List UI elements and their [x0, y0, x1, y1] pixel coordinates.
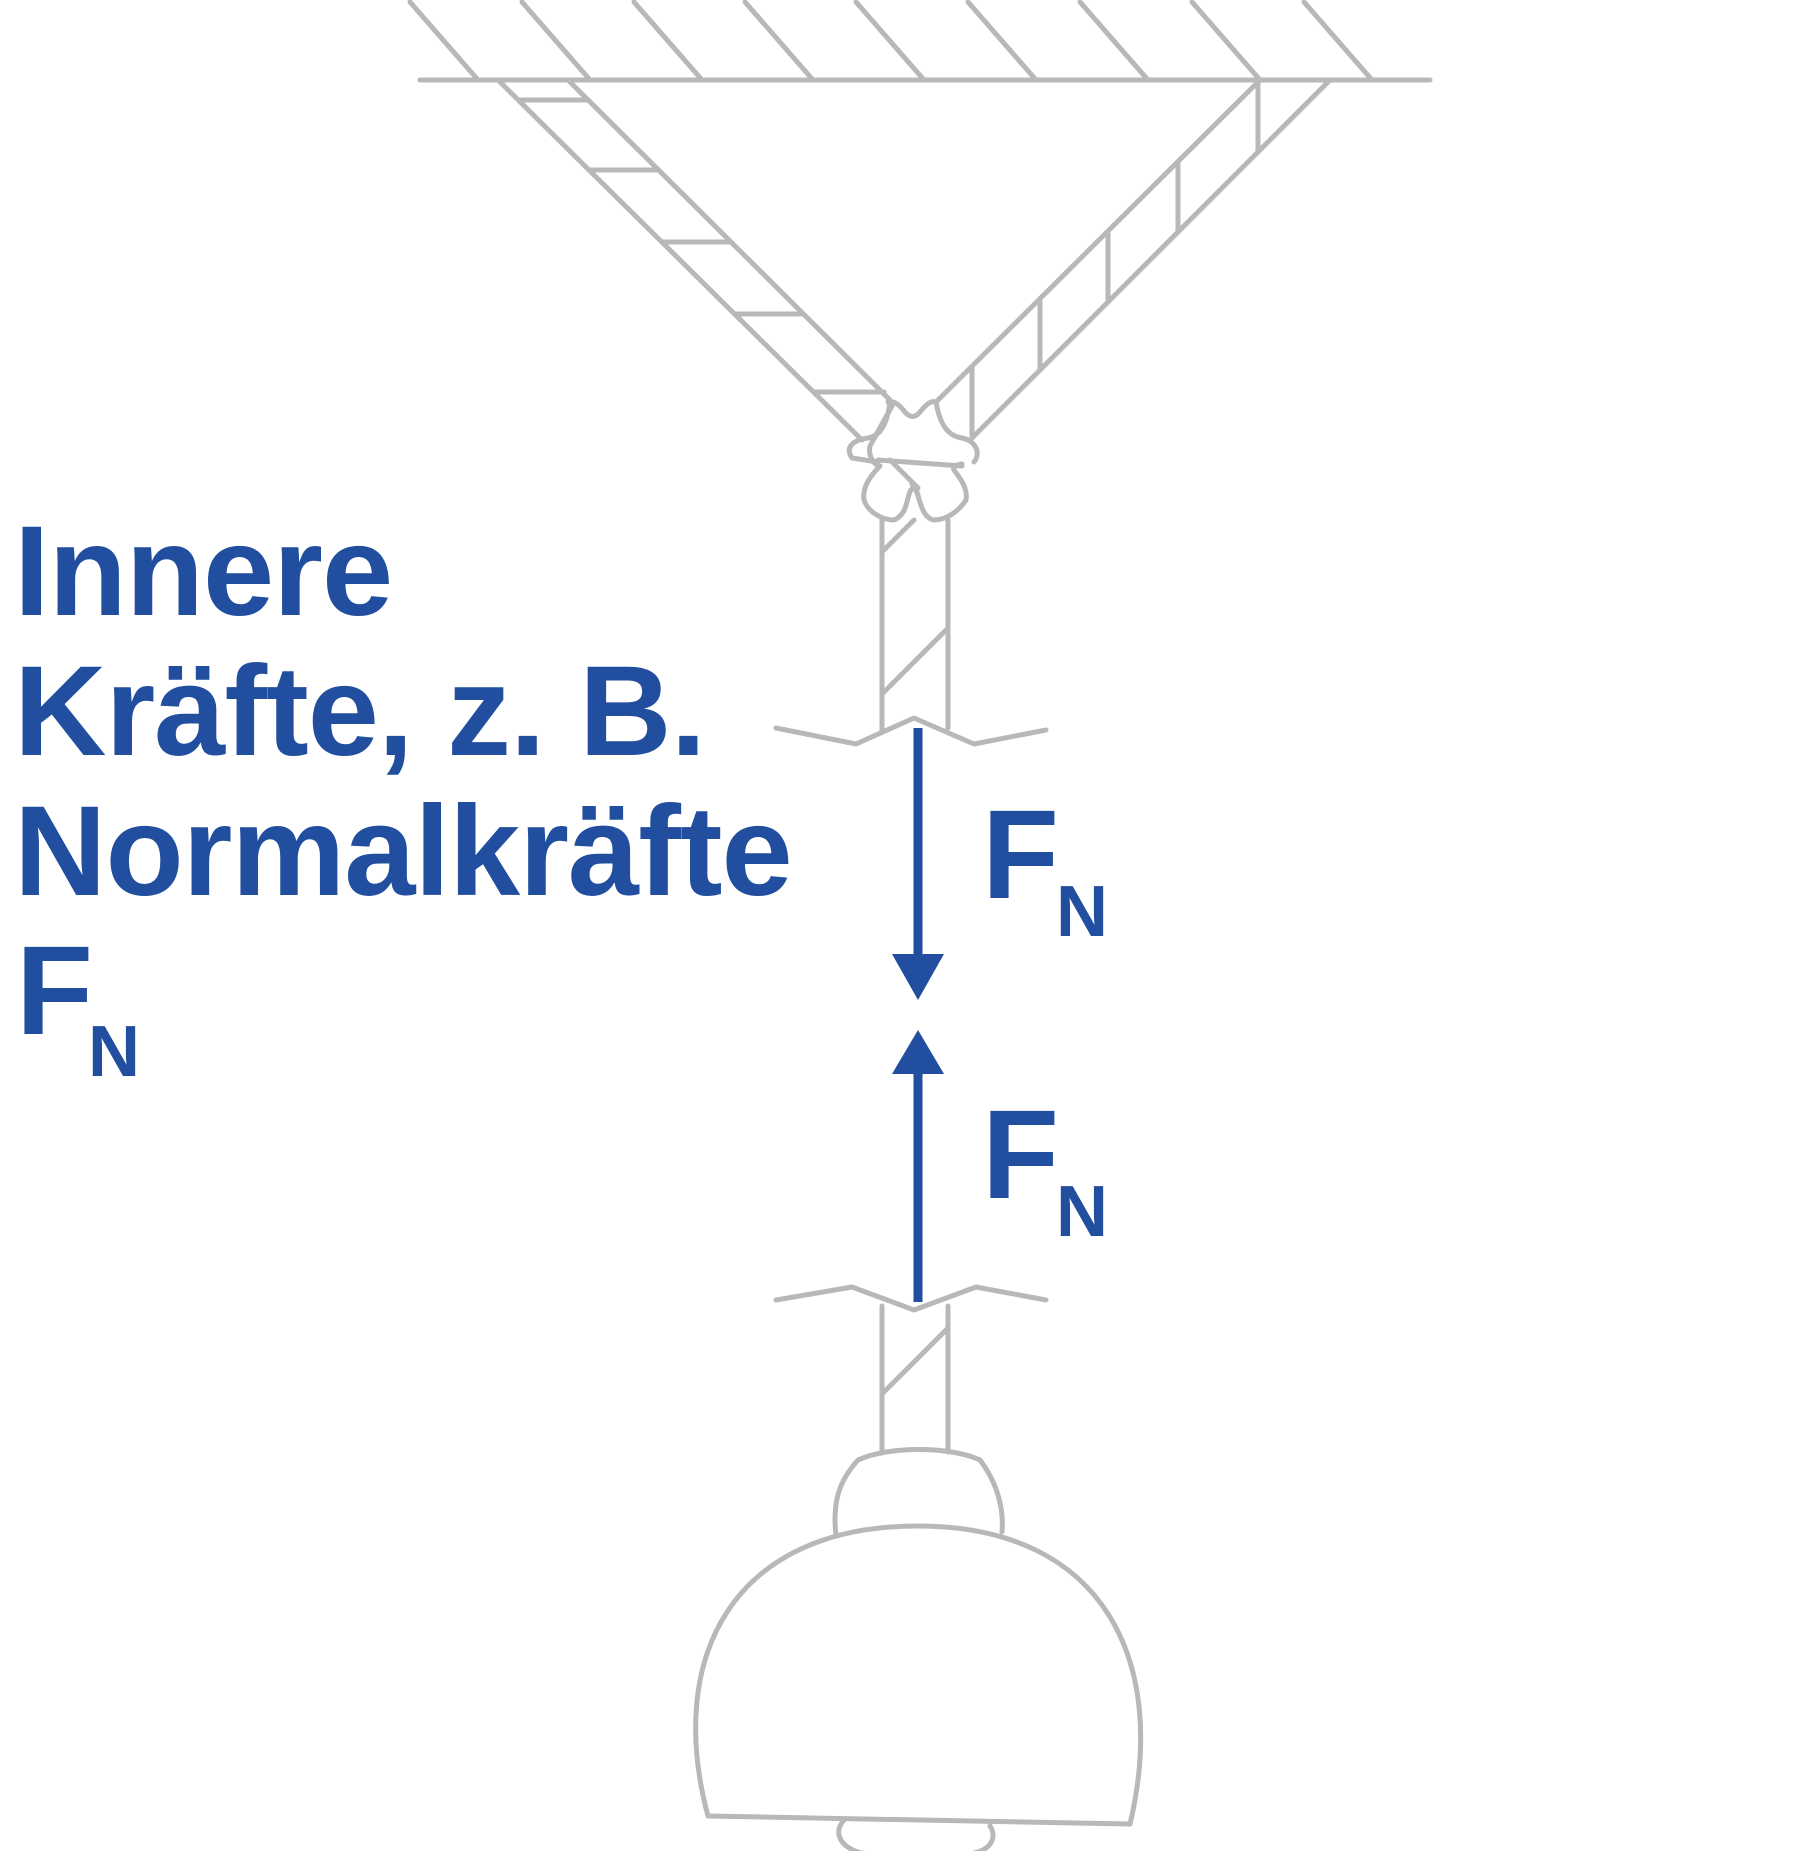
heading-force-symbol: F: [16, 928, 93, 1054]
heading-line-3: Normalkräfte: [14, 780, 793, 923]
lamp: [693, 1447, 1144, 1851]
upper-cut-line: [773, 715, 1049, 747]
lamp-bulb-tip: [836, 1817, 996, 1851]
force-arrows: [892, 728, 944, 1302]
lower-force-label: F: [982, 1084, 1059, 1225]
ceiling-hatching: [407, 0, 1375, 83]
heading-symbol-letter: F: [16, 920, 93, 1061]
right-cable: [933, 77, 1333, 441]
heading-symbol-subscript: N: [88, 1012, 140, 1092]
lower-rod-segment: [773, 1284, 1049, 1455]
upper-force-arrowhead: [892, 954, 944, 1000]
lower-force-arrowhead: [892, 1030, 944, 1074]
upper-force-subscript: N: [1056, 872, 1108, 952]
heading-line-2: Kräfte, z. B.: [14, 640, 706, 783]
heading-line-1: Innere: [14, 500, 393, 643]
lower-cut-line: [773, 1284, 1049, 1313]
upper-force-label: F: [982, 784, 1059, 925]
cable-knot: [846, 399, 980, 523]
left-cable: [495, 77, 893, 443]
ceiling: [407, 0, 1433, 83]
upper-rod-segment: [773, 517, 1049, 747]
lower-force-subscript: N: [1056, 1172, 1108, 1252]
lamp-shade: [693, 1523, 1144, 1827]
lamp-socket: [832, 1447, 1005, 1539]
